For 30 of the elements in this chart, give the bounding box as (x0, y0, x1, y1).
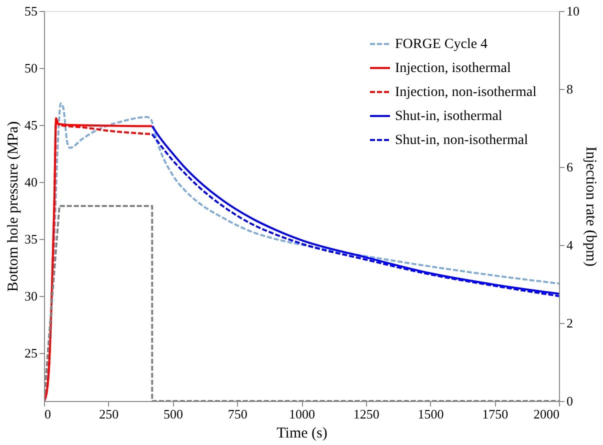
legend-label: Injection, isothermal (395, 61, 511, 76)
y-tick-label: 45 (24, 118, 38, 133)
x-tick-label: 250 (99, 406, 119, 422)
y-tick-label: 50 (24, 60, 38, 76)
legend-label: FORGE Cycle 4 (395, 37, 488, 52)
x-tick-label: 1000 (289, 406, 315, 422)
y-tick-label: 30 (24, 288, 38, 304)
y2-tick-label: 8 (566, 82, 573, 96)
y-tick-label: 25 (24, 346, 38, 361)
y-tick-label: 55 (24, 4, 38, 18)
x-tick-label: 1500 (418, 406, 444, 422)
y2-tick-label: 4 (566, 238, 574, 252)
x-tick-label: 1250 (353, 406, 380, 422)
y-tick-label: 35 (24, 232, 38, 247)
y2-tick-label: 10 (566, 4, 580, 18)
y2-tick-label: 0 (566, 394, 573, 408)
x-tick-label: 0 (44, 406, 51, 422)
y2-tick-label: 6 (566, 160, 574, 174)
legend-label: Shut-in, isothermal (395, 109, 502, 124)
legend-label: Shut-in, non-isothermal (395, 133, 528, 148)
y-tick-label: 40 (24, 174, 38, 190)
y2-tick-label: 2 (566, 316, 573, 330)
y-axis-title: Bottom hole pressure (MPa) (6, 121, 22, 292)
y2-axis-title: Injection rate (bpm) (582, 146, 598, 266)
legend-label: Injection, non-isothermal (395, 85, 537, 100)
x-tick-label: 500 (164, 406, 183, 422)
x-tick-label: 750 (228, 406, 248, 422)
x-tick-label: 1750 (482, 406, 508, 422)
x-axis-title: Time (s) (276, 426, 328, 442)
x-tick-label: 2000 (534, 406, 560, 422)
